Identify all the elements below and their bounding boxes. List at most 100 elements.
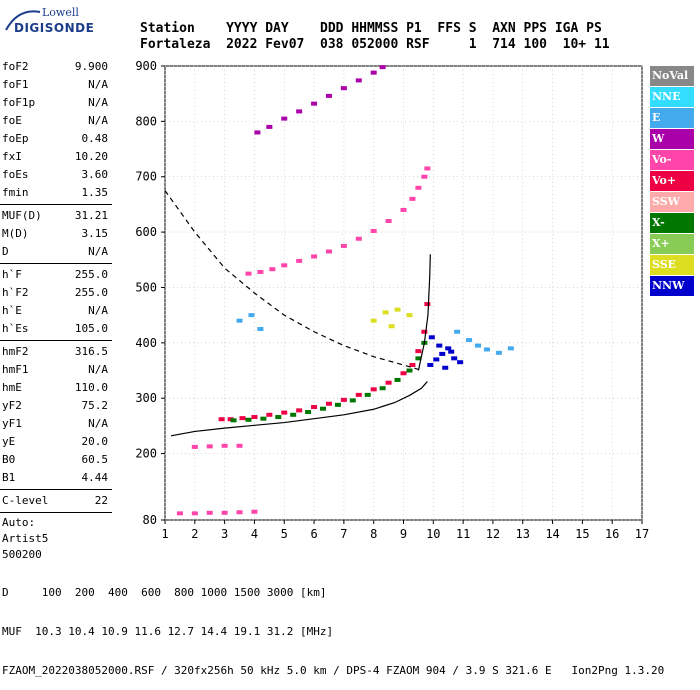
- x-tick-label: 16: [605, 527, 619, 541]
- data-point: [257, 326, 264, 331]
- param-label: hmF2: [2, 345, 29, 358]
- data-point: [176, 511, 183, 516]
- param-label: foEp: [2, 132, 29, 145]
- param-value: N/A: [88, 417, 108, 430]
- param-value: 31.21: [74, 209, 108, 222]
- logo-lowell: Lowell: [42, 6, 79, 19]
- footer-distance-row: D 100 200 400 600 800 1000 1500 3000 [km…: [2, 586, 327, 599]
- ionogram-chart: 1 2 3 4 5 6 7 8 9 10 11 12 13 14 15 16 17802003004005006…: [135, 59, 649, 541]
- legend-entry: X+: [650, 234, 694, 254]
- legend-entry: NNW: [650, 276, 694, 296]
- param-label: yF2: [2, 399, 22, 412]
- param-value: 60.5: [81, 453, 109, 466]
- param-value: 9.900: [74, 60, 108, 73]
- data-point: [191, 511, 198, 516]
- param-label: foF2: [2, 60, 29, 73]
- data-point: [436, 343, 443, 348]
- param-row: MUF(D) 31.21: [0, 207, 112, 225]
- param-label: foE: [2, 114, 22, 127]
- data-point: [394, 377, 401, 382]
- param-label: yE: [2, 435, 16, 448]
- data-point: [221, 443, 228, 448]
- data-point: [251, 415, 258, 420]
- data-point: [400, 207, 407, 212]
- param-label: foF1: [2, 78, 29, 91]
- legend-entry: X-: [650, 213, 694, 233]
- param-row: C-level 22: [0, 492, 112, 510]
- data-point: [340, 397, 347, 402]
- param-row: foF1p N/A: [0, 94, 112, 112]
- data-point: [296, 109, 303, 114]
- data-point: [483, 347, 490, 352]
- data-point: [379, 65, 386, 70]
- data-point: [382, 310, 389, 315]
- data-point: [325, 401, 332, 406]
- data-point: [394, 307, 401, 312]
- legend-entry: Vo-: [650, 150, 694, 170]
- data-point: [281, 116, 288, 121]
- param-row: fxI 10.20: [0, 148, 112, 166]
- profile-curve: [170, 381, 428, 437]
- x-tick-label: 3: [221, 527, 228, 541]
- y-tick-label: 80: [143, 513, 157, 527]
- param-label: B1: [2, 471, 16, 484]
- param-row: h`Es 105.0: [0, 320, 112, 338]
- param-row: M(D) 3.15: [0, 225, 112, 243]
- data-point: [191, 444, 198, 449]
- param-separator: [0, 204, 112, 205]
- legend-entry: SSW: [650, 192, 694, 212]
- param-value: 10.20: [74, 150, 108, 163]
- data-point: [281, 263, 288, 268]
- parameter-panel: foF2 9.900 foF1 N/A foF1p N/A foE N/A foEp 0.48 fx…: [0, 58, 112, 563]
- param-row: foEp 0.48: [0, 130, 112, 148]
- y-tick-label: 400: [135, 336, 157, 350]
- data-point: [400, 371, 407, 376]
- param-value: 255.0: [74, 268, 108, 281]
- x-tick-label: 6: [310, 527, 317, 541]
- y-tick-label: 800: [135, 114, 157, 128]
- data-point: [245, 417, 252, 422]
- data-point: [266, 412, 273, 417]
- data-point: [296, 408, 303, 413]
- x-tick-label: 9: [400, 527, 407, 541]
- data-point: [433, 357, 440, 362]
- param-value: 0.48: [81, 132, 109, 145]
- param-row: B0 60.5: [0, 451, 112, 469]
- param-label: fmin: [2, 186, 29, 199]
- param-label: h`E: [2, 304, 22, 317]
- artist-info: Artist5: [2, 532, 49, 545]
- x-tick-label: 2: [191, 527, 198, 541]
- legend-entry: E: [650, 108, 694, 128]
- data-point: [442, 365, 449, 370]
- data-point: [206, 510, 213, 515]
- param-row: h`F2 255.0: [0, 284, 112, 302]
- x-tick-label: 1: [161, 527, 168, 541]
- data-point: [385, 380, 392, 385]
- data-point: [266, 124, 273, 129]
- param-label: foF1p: [2, 96, 36, 109]
- x-tick-label: 13: [516, 527, 530, 541]
- data-point: [290, 412, 297, 417]
- data-point: [236, 510, 243, 515]
- param-label: C-level: [2, 494, 49, 507]
- param-label: hmF1: [2, 363, 29, 376]
- data-point: [311, 405, 318, 410]
- param-row: hmE 110.0: [0, 379, 112, 397]
- param-value: 20.0: [81, 435, 109, 448]
- param-row: yF1 N/A: [0, 415, 112, 433]
- param-row: h`E N/A: [0, 302, 112, 320]
- param-row: yF2 75.2: [0, 397, 112, 415]
- data-point: [427, 362, 434, 367]
- legend-entry: W: [650, 129, 694, 149]
- x-tick-label: 15: [575, 527, 589, 541]
- artist-info: 500200: [2, 548, 42, 561]
- data-point: [236, 318, 243, 323]
- legend-entry: Vo+: [650, 171, 694, 191]
- param-row: h`F 255.0: [0, 266, 112, 284]
- param-value: N/A: [88, 114, 108, 127]
- data-point: [340, 243, 347, 248]
- data-point: [355, 392, 362, 397]
- data-point: [415, 356, 422, 361]
- legend: NoVal NNE E W Vo- Vo+ SSW X- X+ SSE NNW: [650, 66, 694, 297]
- data-point: [421, 329, 428, 334]
